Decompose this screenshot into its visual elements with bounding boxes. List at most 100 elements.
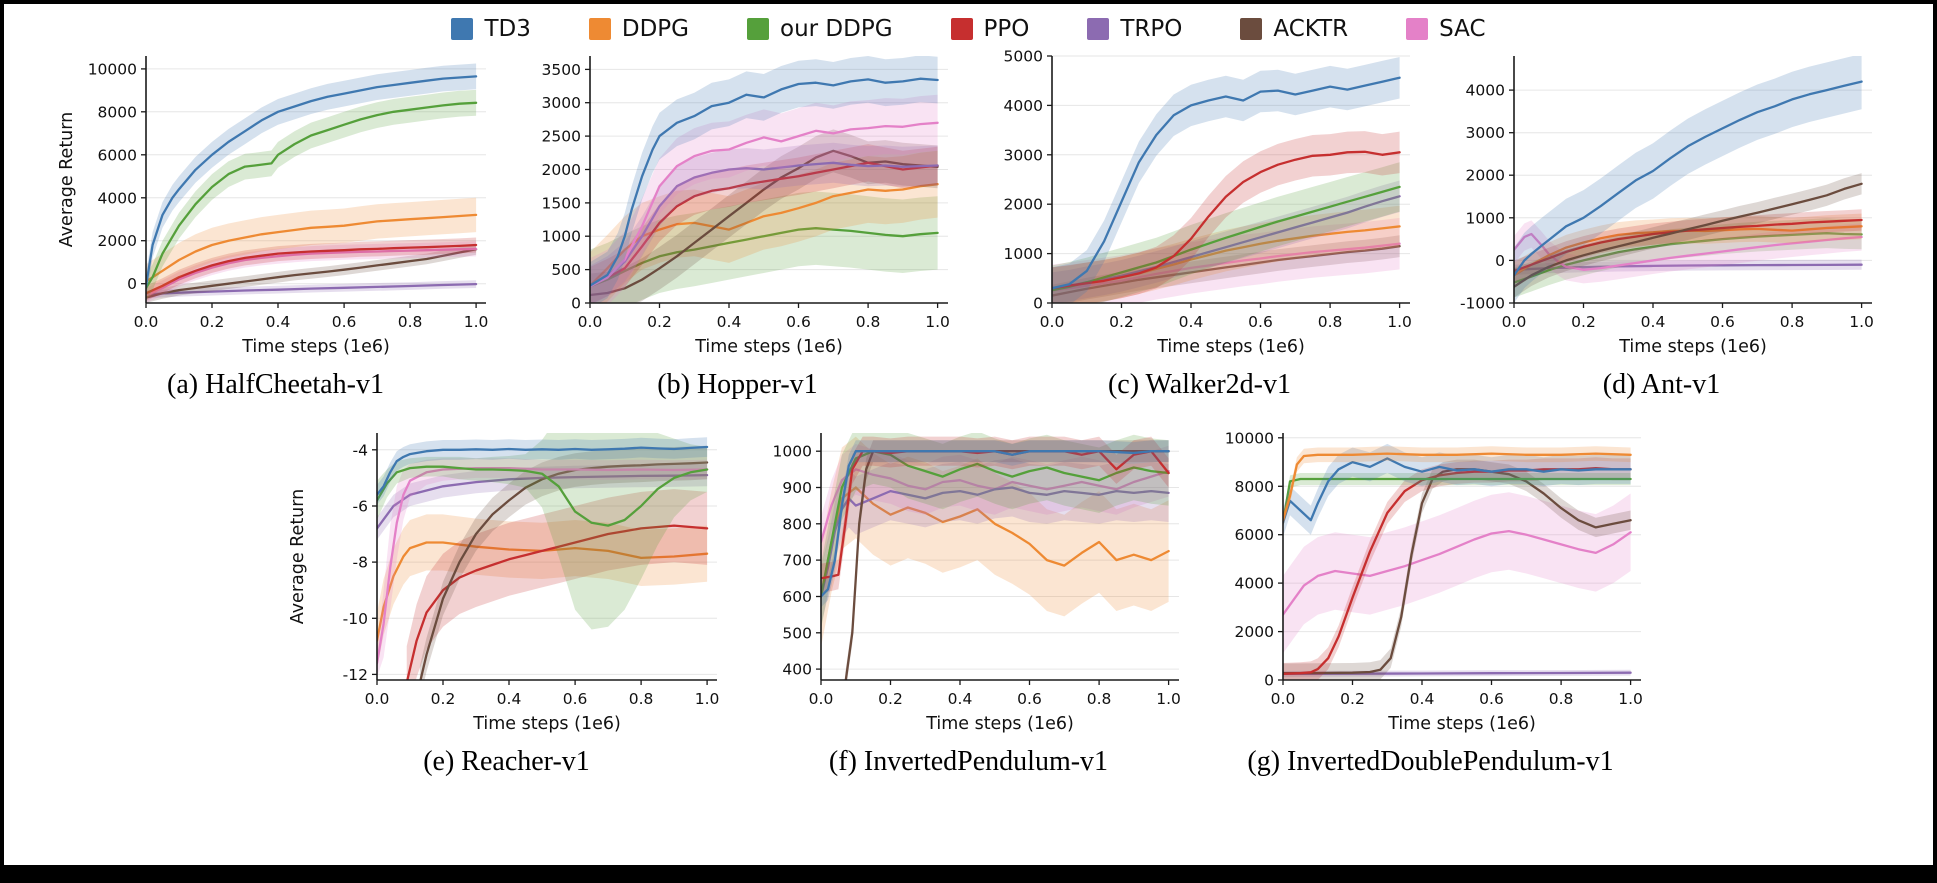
series-band-DDPG [1051, 205, 1400, 303]
series-line-DDPG [1282, 452, 1632, 522]
series-line-SAC [145, 247, 477, 297]
x-tick-label: 1.0 [463, 313, 488, 331]
series-group [376, 433, 708, 680]
x-tick-label: 0.4 [1640, 313, 1665, 331]
y-tick-label: 1000 [772, 443, 811, 461]
chart-svg-a: 0 2000 4000 6000 8000 10000 0.0 0.2 0.4 0.6 0.8 1.0… [57, 56, 488, 357]
x-tick-label: 0.4 [947, 690, 972, 708]
x-tick-label: 0.2 [647, 313, 672, 331]
y-tick-label: 10000 [87, 60, 136, 78]
chart-caption-e: (e) Reacher-v1 [423, 746, 590, 777]
legend-label: TD3 [484, 16, 531, 42]
x-tick-label: 0.8 [1086, 690, 1111, 708]
series-line-ACKTR [1282, 468, 1632, 675]
series-line-ACKTR [589, 149, 939, 297]
x-axis-label: Time steps (1e6) [1618, 337, 1767, 357]
x-tick-label: 1.0 [925, 313, 950, 331]
x-tick-label: 0.8 [397, 313, 422, 331]
x-tick-label: 0.0 [1270, 690, 1295, 708]
legend-label: PPO [983, 16, 1030, 42]
legend: TD3 DDPG our DDPG PPO TRPO ACKTR SAC [4, 4, 1933, 46]
chart-cell-c: 0 1000 2000 3000 4000 5000 0.0 0.2 0.4 0.6 0.8 1.0 T… [976, 46, 1424, 401]
x-axis-label: Time steps (1e6) [241, 337, 390, 357]
series-group [1051, 57, 1401, 303]
legend-swatch-icon [747, 18, 769, 40]
x-axis-label: Time steps (1e6) [1156, 337, 1305, 357]
x-tick-label: 0.6 [786, 313, 811, 331]
y-tick-label: 400 [782, 661, 812, 679]
y-tick-label: 0 [1264, 672, 1274, 690]
series-band-PPO [1513, 209, 1862, 282]
series-band-DDPG [376, 514, 707, 669]
legend-item-our-DDPG: our DDPG [747, 16, 893, 42]
series-band-our-DDPG [376, 433, 707, 630]
series-group [589, 56, 939, 303]
x-tick-label: 1.0 [1156, 690, 1181, 708]
y-tick-label: 3500 [541, 61, 580, 79]
series-band-TRPO [1513, 259, 1862, 275]
x-tick-label: 0.0 [808, 690, 833, 708]
series-band-our-DDPG [1513, 218, 1862, 298]
series-band-PPO [406, 489, 707, 680]
x-tick-label: 0.4 [265, 313, 290, 331]
y-tick-label: 4000 [1003, 97, 1042, 115]
legend-item-TRPO: TRPO [1087, 16, 1182, 42]
series-band-DDPG [1513, 213, 1862, 289]
y-tick-label: 0 [571, 295, 581, 313]
charts-row-2: -12 -10 -8 -6 -4 0.0 0.2 0.4 0.6 0.8 1.0 Time steps… [4, 423, 1933, 778]
x-tick-label: 0.8 [1779, 313, 1804, 331]
legend-label: SAC [1439, 16, 1486, 42]
series-line-PPO [405, 524, 708, 680]
series-band-TD3 [1513, 56, 1862, 303]
series-line-DDPG [589, 183, 939, 287]
y-tick-label: 8000 [97, 103, 136, 121]
x-tick-label: 0.6 [562, 690, 587, 708]
series-band-TD3 [589, 56, 938, 303]
y-tick-label: 500 [551, 261, 581, 279]
chart-cell-a: 0 2000 4000 6000 8000 10000 0.0 0.2 0.4 0.6 0.8 1.0… [52, 46, 500, 401]
x-tick-label: 0.0 [1039, 313, 1064, 331]
y-tick-label: -4 [352, 441, 367, 459]
series-band-PPO [589, 144, 938, 303]
y-tick-label: 3000 [541, 94, 580, 112]
series-line-DDPG [820, 486, 1170, 598]
x-tick-label: 0.4 [1178, 313, 1203, 331]
series-line-SAC [589, 121, 939, 288]
y-tick-label: 2000 [1234, 623, 1273, 641]
series-line-our-DDPG [1282, 477, 1632, 524]
charts-row-1: 0 2000 4000 6000 8000 10000 0.0 0.2 0.4 0.6 0.8 1.0… [4, 46, 1933, 401]
chart-cell-g: 0 2000 4000 6000 8000 10000 0.0 0.2 0.4 0.6 0.8 1.0… [1207, 423, 1655, 778]
series-line-TD3 [589, 77, 939, 287]
y-tick-label: 800 [782, 515, 812, 533]
series-band-SAC [145, 241, 476, 303]
y-tick-label: 5000 [1003, 48, 1042, 66]
legend-label: TRPO [1120, 16, 1183, 42]
x-tick-label: 0.2 [1340, 690, 1365, 708]
legend-swatch-icon [1240, 18, 1263, 40]
legend-item-SAC: SAC [1406, 16, 1486, 42]
series-line-TD3 [820, 450, 1170, 598]
y-tick-label: -8 [352, 554, 367, 572]
x-tick-label: 0.4 [496, 690, 521, 708]
legend-item-ACKTR: ACKTR [1240, 16, 1348, 42]
x-axis-label: Time steps (1e6) [694, 337, 843, 357]
chart-svg-b: 0 500 1000 1500 2000 2500 3000 3500 0.0 0.2 0.4 0.6… [541, 56, 950, 357]
series-group [820, 433, 1170, 680]
y-tick-label: -12 [342, 666, 367, 684]
y-tick-label: -6 [352, 498, 367, 516]
y-tick-label: 2000 [1465, 167, 1504, 185]
series-band-PPO [145, 237, 476, 301]
series-band-SAC [820, 443, 1169, 568]
series-line-ACKTR [418, 461, 708, 680]
legend-item-DDPG: DDPG [588, 16, 689, 42]
y-tick-label: 0 [127, 275, 137, 293]
y-tick-label: 0 [1495, 252, 1505, 270]
series-band-TRPO [820, 458, 1169, 626]
chart-cell-e: -12 -10 -8 -6 -4 0.0 0.2 0.4 0.6 0.8 1.0 Time steps… [283, 423, 731, 778]
x-axis-label: Time steps (1e6) [925, 714, 1074, 734]
x-tick-label: 0.2 [430, 690, 455, 708]
series-band-TD3 [1051, 57, 1400, 303]
y-tick-label: 4000 [1234, 575, 1273, 593]
x-axis-label: Time steps (1e6) [1387, 714, 1536, 734]
